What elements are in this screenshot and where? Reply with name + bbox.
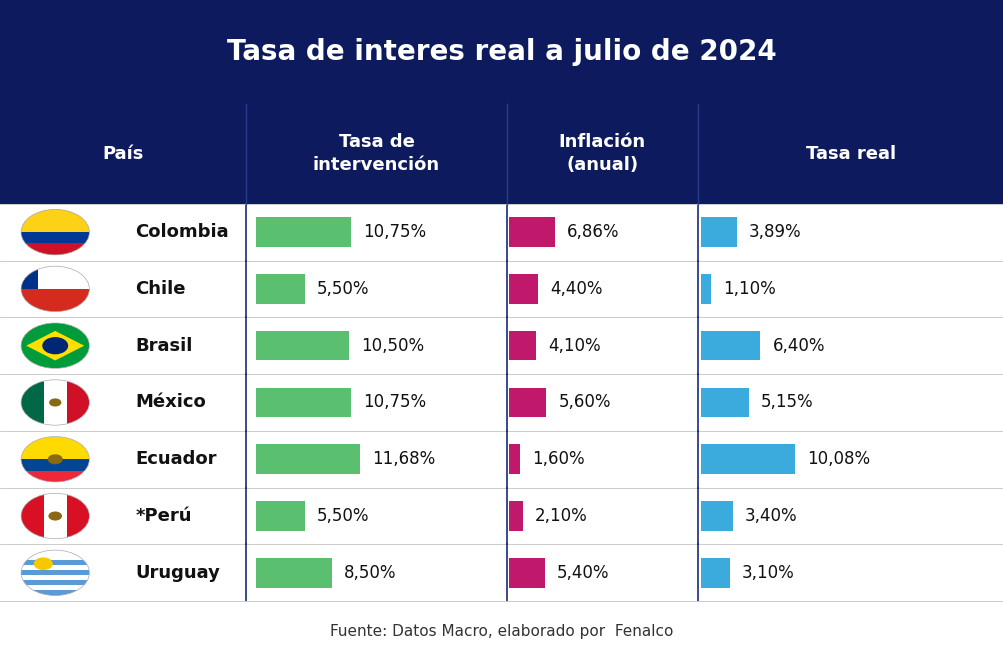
FancyBboxPatch shape	[256, 558, 331, 588]
Text: Ecuador: Ecuador	[135, 450, 217, 468]
Text: 4,10%: 4,10%	[548, 337, 601, 355]
FancyBboxPatch shape	[509, 558, 545, 588]
Circle shape	[34, 557, 53, 570]
Text: Tasa de
intervención: Tasa de intervención	[313, 133, 439, 174]
Text: ★: ★	[42, 273, 51, 282]
FancyBboxPatch shape	[21, 323, 89, 369]
Text: 5,60%: 5,60%	[558, 393, 610, 411]
Text: 5,50%: 5,50%	[317, 507, 369, 525]
Circle shape	[48, 454, 62, 464]
Text: 11,68%: 11,68%	[371, 450, 434, 468]
FancyBboxPatch shape	[700, 387, 748, 418]
FancyBboxPatch shape	[700, 444, 794, 474]
FancyBboxPatch shape	[21, 266, 38, 289]
FancyBboxPatch shape	[256, 274, 305, 304]
FancyBboxPatch shape	[66, 379, 89, 426]
Text: Fuente: Datos Macro, elaborado por  Fenalco: Fuente: Datos Macro, elaborado por Fenal…	[330, 624, 673, 639]
FancyBboxPatch shape	[700, 217, 736, 247]
FancyBboxPatch shape	[509, 274, 538, 304]
FancyBboxPatch shape	[700, 331, 759, 361]
Text: 10,08%: 10,08%	[806, 450, 869, 468]
Text: 3,10%: 3,10%	[741, 564, 793, 582]
FancyBboxPatch shape	[21, 379, 44, 426]
FancyBboxPatch shape	[0, 317, 1003, 374]
Text: 6,40%: 6,40%	[771, 337, 824, 355]
FancyBboxPatch shape	[44, 493, 66, 538]
FancyBboxPatch shape	[700, 274, 710, 304]
Text: 2,10%: 2,10%	[535, 507, 587, 525]
Text: Chile: Chile	[135, 280, 186, 298]
FancyBboxPatch shape	[509, 217, 555, 247]
FancyBboxPatch shape	[21, 266, 89, 289]
Text: 5,40%: 5,40%	[557, 564, 609, 582]
FancyBboxPatch shape	[0, 261, 1003, 317]
Text: 8,50%: 8,50%	[343, 564, 395, 582]
Text: País: País	[102, 145, 143, 162]
FancyBboxPatch shape	[21, 560, 89, 565]
FancyBboxPatch shape	[256, 387, 351, 418]
FancyBboxPatch shape	[21, 437, 89, 460]
FancyBboxPatch shape	[509, 501, 523, 531]
Circle shape	[42, 337, 68, 354]
Text: 10,50%: 10,50%	[361, 337, 424, 355]
Text: Uruguay: Uruguay	[135, 564, 221, 582]
FancyBboxPatch shape	[700, 501, 732, 531]
Text: Tasa de interes real a julio de 2024: Tasa de interes real a julio de 2024	[227, 38, 776, 65]
Text: 5,15%: 5,15%	[760, 393, 812, 411]
FancyBboxPatch shape	[0, 204, 1003, 261]
Text: 6,86%: 6,86%	[567, 223, 619, 241]
FancyBboxPatch shape	[0, 0, 1003, 204]
FancyBboxPatch shape	[21, 244, 89, 255]
FancyBboxPatch shape	[21, 550, 89, 596]
Text: Colombia: Colombia	[135, 223, 229, 241]
Text: 10,75%: 10,75%	[363, 393, 426, 411]
Text: 1,10%: 1,10%	[722, 280, 775, 298]
Wedge shape	[21, 210, 89, 232]
Text: México: México	[135, 393, 206, 411]
Circle shape	[49, 398, 61, 407]
Text: Inflación
(anual): Inflación (anual)	[559, 133, 645, 174]
FancyBboxPatch shape	[0, 431, 1003, 488]
Text: 5,50%: 5,50%	[317, 280, 369, 298]
Text: Brasil: Brasil	[135, 337, 193, 355]
FancyBboxPatch shape	[256, 501, 305, 531]
FancyBboxPatch shape	[21, 470, 89, 482]
FancyBboxPatch shape	[21, 232, 89, 244]
FancyBboxPatch shape	[66, 493, 89, 538]
FancyBboxPatch shape	[256, 444, 359, 474]
FancyBboxPatch shape	[21, 493, 44, 538]
FancyBboxPatch shape	[21, 591, 89, 596]
FancyBboxPatch shape	[21, 580, 89, 585]
FancyBboxPatch shape	[256, 331, 349, 361]
Text: 3,40%: 3,40%	[744, 507, 796, 525]
FancyBboxPatch shape	[509, 387, 546, 418]
FancyBboxPatch shape	[509, 444, 520, 474]
Text: *Perú: *Perú	[135, 507, 192, 525]
FancyBboxPatch shape	[700, 558, 729, 588]
FancyBboxPatch shape	[509, 331, 536, 361]
Text: 4,40%: 4,40%	[550, 280, 602, 298]
FancyBboxPatch shape	[44, 379, 66, 426]
Circle shape	[48, 512, 62, 520]
Polygon shape	[26, 331, 84, 361]
FancyBboxPatch shape	[21, 210, 89, 232]
FancyBboxPatch shape	[0, 374, 1003, 431]
FancyBboxPatch shape	[256, 217, 351, 247]
Text: 3,89%: 3,89%	[748, 223, 801, 241]
FancyBboxPatch shape	[0, 488, 1003, 544]
FancyBboxPatch shape	[21, 570, 89, 575]
Text: Tasa real: Tasa real	[805, 145, 895, 162]
FancyBboxPatch shape	[0, 544, 1003, 601]
Wedge shape	[21, 232, 89, 255]
FancyBboxPatch shape	[21, 460, 89, 470]
Text: 1,60%: 1,60%	[532, 450, 584, 468]
Text: 10,75%: 10,75%	[363, 223, 426, 241]
FancyBboxPatch shape	[21, 289, 89, 311]
